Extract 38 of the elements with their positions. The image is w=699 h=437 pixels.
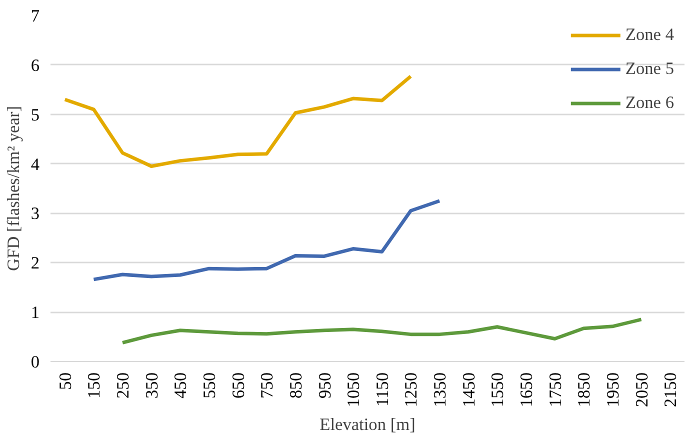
x-tick-label: 1950 — [603, 372, 622, 408]
y-tick-label: 7 — [30, 6, 40, 26]
legend-label: Zone 6 — [625, 93, 674, 113]
x-tick-label: 750 — [258, 372, 277, 398]
line-series — [92, 199, 442, 282]
x-tick-label: 450 — [171, 372, 190, 398]
y-tick-label: 5 — [30, 105, 40, 124]
line-series — [120, 318, 644, 344]
x-axis-title: Elevation [m] — [320, 415, 416, 434]
x-tick-label: 650 — [228, 372, 248, 398]
x-tick-label: 350 — [142, 372, 162, 398]
y-tick-label: 0 — [30, 352, 40, 372]
legend-label: Zone 4 — [625, 25, 674, 45]
x-tick-label: 1650 — [517, 372, 536, 408]
x-tick-label: 1150 — [372, 372, 392, 407]
y-tick-label: 3 — [30, 204, 40, 224]
y-tick-label: 4 — [30, 154, 40, 174]
y-tick-label: 2 — [30, 254, 40, 273]
legend-label: Zone 5 — [625, 59, 674, 79]
x-tick-label: 1450 — [459, 372, 478, 408]
y-axis-title: GFD [flashes/km² year] — [4, 106, 23, 271]
x-tick-label: 1750 — [546, 372, 565, 408]
y-tick-label: 6 — [30, 56, 40, 75]
x-tick-label: 550 — [200, 372, 219, 398]
x-tick-label: 950 — [315, 372, 334, 398]
x-tick-label: 1050 — [344, 372, 364, 408]
x-tick-label: 2150 — [661, 372, 680, 408]
x-tick-label: 1550 — [488, 372, 508, 408]
y-tick-label: 1 — [30, 303, 40, 322]
x-tick-label: 50 — [56, 372, 75, 390]
x-tick-label: 1850 — [574, 372, 594, 408]
x-tick-label: 1250 — [402, 372, 421, 408]
line-series — [63, 74, 412, 168]
x-tick-label: 1350 — [430, 372, 450, 408]
x-tick-label: 850 — [286, 372, 306, 398]
x-tick-label: 150 — [84, 372, 104, 398]
x-tick-label: 250 — [114, 372, 133, 398]
x-tick-label: 2050 — [632, 372, 652, 408]
